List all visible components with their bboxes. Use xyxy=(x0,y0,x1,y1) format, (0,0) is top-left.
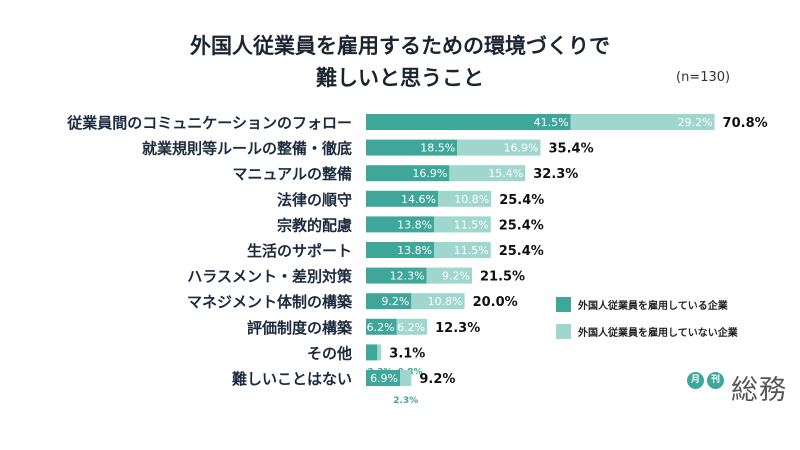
data-label-series1: 14.6% xyxy=(401,193,436,206)
bar-series2 xyxy=(411,293,465,310)
data-label-series2: 11.5% xyxy=(454,218,489,231)
bar-series1 xyxy=(366,370,401,386)
bar-series1 xyxy=(366,139,458,156)
logo-name: 総務 xyxy=(731,375,787,406)
bar-series2 xyxy=(377,344,382,361)
total-label: 25.4% xyxy=(499,193,544,208)
bar-series2 xyxy=(457,139,541,156)
legend-swatch xyxy=(556,324,571,339)
category-label: ハラスメント・差別対策 xyxy=(187,268,353,286)
data-label-series2: 6.2% xyxy=(397,321,425,334)
bar-series2 xyxy=(426,267,472,284)
category-label: マニュアルの整備 xyxy=(232,165,352,183)
data-label-series1: 18.5% xyxy=(420,142,455,155)
total-label: 70.8% xyxy=(723,116,768,131)
data-label-series2: 11.5% xyxy=(454,244,489,257)
category-label: 従業員間のコミュニケーションのフォロー xyxy=(66,114,352,132)
bar-series1 xyxy=(366,190,438,207)
category-label: 宗教的配慮 xyxy=(277,216,352,234)
bar-series2 xyxy=(434,216,491,233)
data-label-series1: 9.2% xyxy=(381,295,409,308)
bar-series1 xyxy=(366,216,435,233)
category-label: マネジメント体制の構築 xyxy=(187,293,353,311)
chart-title-line2: 難しいと思うこと xyxy=(316,66,484,90)
bar-series1 xyxy=(366,318,397,335)
total-label: 35.4% xyxy=(549,142,594,157)
logo-badge-1: 月 xyxy=(687,372,704,389)
total-label: 20.0% xyxy=(473,295,518,310)
category-label: 評価制度の構築 xyxy=(247,319,353,337)
category-label: 生活のサポート xyxy=(247,242,352,260)
bar-series1 xyxy=(366,242,435,258)
category-label: 難しいことはない xyxy=(232,370,352,388)
data-label-series1: 6.9% xyxy=(370,372,398,385)
total-label: 25.4% xyxy=(499,218,544,233)
legend-label: 外国人従業員を雇用していない企業 xyxy=(577,326,739,339)
total-label: 25.4% xyxy=(499,244,544,259)
category-label: その他 xyxy=(307,344,352,362)
data-label-series2: 9.2% xyxy=(442,270,470,283)
data-label-series1: 13.8% xyxy=(397,218,432,231)
data-label-series1: 13.8% xyxy=(397,244,432,257)
sample-size-note: (n=130) xyxy=(676,70,731,85)
chart-title-line1: 外国人従業員を雇用するための環境づくりで xyxy=(190,34,610,58)
bar-series2 xyxy=(400,370,412,386)
bar-series1 xyxy=(366,344,378,361)
data-label-series2: 10.8% xyxy=(428,295,463,308)
category-label: 就業規則等ルールの整備・徹底 xyxy=(142,140,352,158)
total-label: 3.1% xyxy=(389,346,425,361)
total-label: 12.3% xyxy=(435,321,480,336)
data-label-series1: 41.5% xyxy=(534,116,569,129)
data-label-series1: 16.9% xyxy=(412,167,447,180)
bar-series2 xyxy=(449,165,526,182)
total-label: 32.3% xyxy=(533,167,578,182)
bar-series2 xyxy=(396,318,428,335)
bar-series1 xyxy=(366,114,571,130)
bar-series2 xyxy=(434,242,491,258)
bar-series1 xyxy=(366,293,412,310)
total-label: 21.5% xyxy=(480,270,525,285)
category-label: 法律の順守 xyxy=(277,191,352,209)
data-label-series2: 15.4% xyxy=(488,167,523,180)
data-label-series2: 16.9% xyxy=(504,142,539,155)
bar-series2 xyxy=(570,114,715,130)
legend-swatch xyxy=(556,297,571,312)
data-label-series1: 6.2% xyxy=(367,321,395,334)
legend-label: 外国人従業員を雇用している企業 xyxy=(577,299,729,312)
bar-series1 xyxy=(366,267,427,284)
bar-series2 xyxy=(437,190,492,207)
bar-series1 xyxy=(366,165,450,182)
data-label-series1: 12.3% xyxy=(390,270,425,283)
data-label-series2: 29.2% xyxy=(678,116,713,129)
total-label: 9.2% xyxy=(419,372,455,387)
logo-badge-2: 刊 xyxy=(707,372,724,389)
data-label-series2: 2.3% xyxy=(393,396,418,406)
data-label-series2: 10.8% xyxy=(454,193,489,206)
